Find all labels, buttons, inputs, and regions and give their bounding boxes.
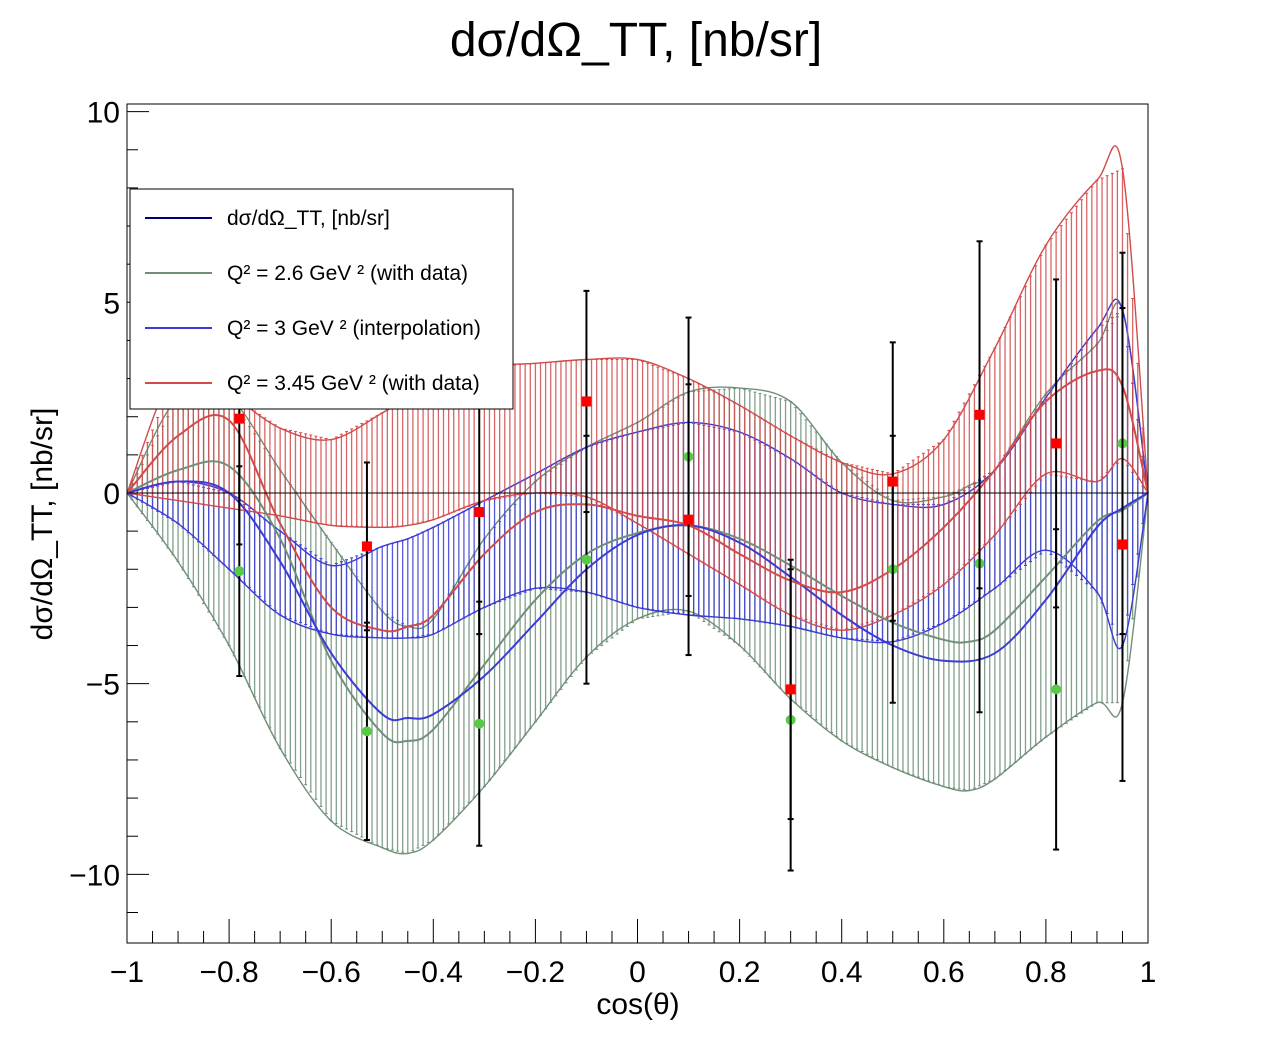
error-band-2 <box>126 145 1149 632</box>
legend-label: Q² = 3.45 GeV ² (with data) <box>227 372 480 395</box>
data-point <box>887 341 898 622</box>
marker-circle <box>474 718 485 729</box>
legend-entry: Q² = 3 GeV ² (interpolation) <box>145 317 481 340</box>
marker-square <box>683 514 694 525</box>
legend-label: Q² = 3 GeV ² (interpolation) <box>227 317 481 340</box>
data-point <box>361 621 372 842</box>
marker-square <box>361 541 372 552</box>
y-axis-label: dσ/dΩ_TT, [nb/sr] <box>26 408 59 641</box>
x-tick-label: −0.6 <box>302 956 361 989</box>
data-point <box>581 289 592 514</box>
marker-square <box>887 476 898 487</box>
data-point <box>1117 307 1128 782</box>
marker-square <box>785 684 796 695</box>
y-tick-label: −10 <box>69 859 120 892</box>
data-point <box>361 461 372 632</box>
x-tick-label: 0.2 <box>719 956 761 989</box>
band-edge <box>126 492 1149 855</box>
x-axis-label: cos(θ) <box>596 988 679 1021</box>
marker-circle <box>234 566 245 577</box>
series-lines <box>126 368 1149 744</box>
x-tick-label: 0.6 <box>923 956 965 989</box>
band-edge <box>126 457 1149 632</box>
marker-square <box>974 409 985 420</box>
chart-title: dσ/dΩ_TT, [nb/sr] <box>450 14 822 67</box>
x-tick-label: −0.8 <box>199 956 258 989</box>
y-tick-label: −5 <box>86 669 120 702</box>
x-axis: −1 −0.8 −0.6 −0.4 −0.2 0 0.2 0.4 0.6 0.8 1 <box>110 919 1156 989</box>
x-tick-label: 0.4 <box>821 956 863 989</box>
y-tick-label: 10 <box>87 97 120 130</box>
x-tick-label: 0 <box>629 956 646 989</box>
marker-square <box>1051 438 1062 449</box>
legend-box <box>129 188 514 410</box>
band-edge <box>126 301 1149 630</box>
band-edge <box>126 492 1149 650</box>
x-tick-label: 0.8 <box>1025 956 1067 989</box>
x-tick-label: 1 <box>1140 956 1157 989</box>
y-tick-label: 5 <box>103 287 120 320</box>
marker-circle <box>361 726 372 737</box>
data-point <box>683 383 694 657</box>
legend-label: dσ/dΩ_TT, [nb/sr] <box>227 207 390 230</box>
legend-entry: Q² = 3.45 GeV ² (with data) <box>145 372 480 395</box>
marker-circle <box>1051 684 1062 695</box>
data-point <box>785 558 796 821</box>
x-tick-label: −1 <box>110 956 144 989</box>
marker-square <box>1117 539 1128 550</box>
marker-square <box>234 413 245 424</box>
marker-square <box>474 507 485 518</box>
data-point <box>1051 278 1062 609</box>
x-tick-label: −0.2 <box>506 956 565 989</box>
y-axis: 10 5 0 −5 −10 <box>69 97 149 913</box>
x-tick-label: −0.4 <box>404 956 463 989</box>
marker-circle <box>581 554 592 565</box>
data-points <box>234 240 1128 872</box>
series-line-0 <box>126 460 1149 744</box>
y-tick-label: 0 <box>103 478 120 511</box>
series-line-1 <box>126 480 1149 722</box>
legend-entry: dσ/dΩ_TT, [nb/sr] <box>145 207 390 230</box>
marker-square <box>581 396 592 407</box>
series-line-2 <box>126 368 1149 633</box>
data-point <box>974 240 985 590</box>
legend-label: Q² = 2.6 GeV ² (with data) <box>227 262 468 285</box>
legend: dσ/dΩ_TT, [nb/sr] Q² = 2.6 GeV ² (with da… <box>129 188 514 410</box>
legend-entry: Q² = 2.6 GeV ² (with data) <box>145 262 468 285</box>
